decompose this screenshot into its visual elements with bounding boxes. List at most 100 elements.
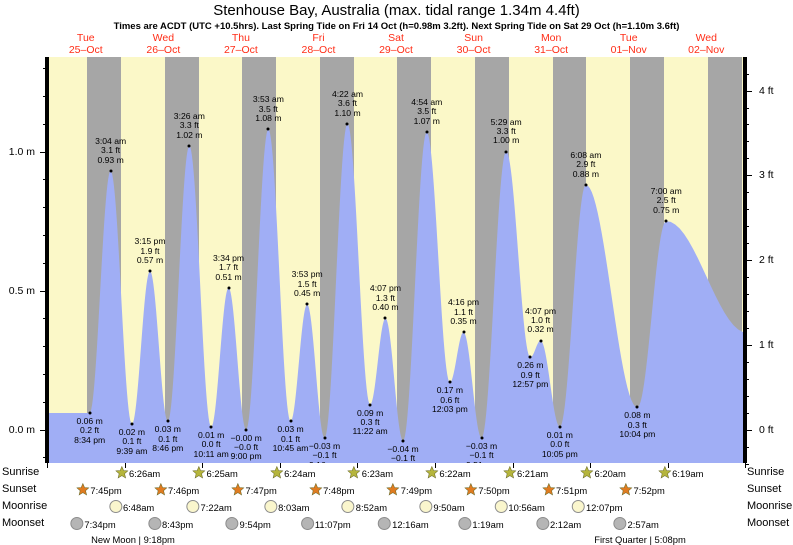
tide-point-9 [244,428,248,432]
tide-time: 3:53 pm [291,269,323,280]
tide-curve [49,123,743,463]
tide-meters: 0.08 m [624,410,651,421]
y-tick-right [745,124,749,126]
tide-time: 5:29 am [490,116,522,127]
astro-event-sunset-3: 7:47pm [231,483,277,498]
astro-time: 6:19am [672,468,704,479]
astro-event-sunrise-1: 6:26am [114,466,160,481]
star-icon [658,466,672,479]
astro-event-sunrise-8: 6:19am [658,466,703,481]
astro-event-moonset-1: 7:34pm [70,517,116,532]
astro-event-moonset-8: 2:57am [613,517,659,532]
tide-label-20: 4:16 pm 1.1 ft 0.35 m [447,297,480,326]
tide-feet: 0.3 ft [360,417,380,427]
astro-event-sunset-5: 7:49pm [386,483,432,498]
tide-feet: 0.6 ft [440,394,460,405]
tide-time: 7:00 am [650,186,682,197]
tide-meters: 0.09 m [356,407,384,418]
tide-meters: 1.07 m [413,115,440,126]
x-tick [279,463,281,468]
tide-label-6: 3:26 am 3.3 ft 1.02 m [174,111,205,140]
y-tick-right [745,446,749,448]
y-tick-right [745,141,749,143]
tide-time: 10:45 am [272,443,309,454]
tide-label-10: 3:53 am 3.5 ft 1.08 m [253,94,284,123]
tide-point-18 [425,130,429,134]
tide-feet: 0.3 ft [627,419,647,430]
tide-point-1 [88,411,92,415]
tide-label-22: 5:29 am 3.3 ft 1.00 m [490,116,522,146]
astro-event-moonset-6: 1:19am [458,517,504,532]
day-date: 29–Oct [379,43,413,56]
tide-label-16: 4:07 pm 1.3 ft 0.40 m [370,283,401,312]
tide-point-15 [368,403,372,407]
day-date: 02–Nov [688,43,725,56]
tide-time: 4:16 pm [447,297,480,308]
tide-label-19: 0.17 m 0.6 ft 12:03 pm [432,385,468,414]
y-tick-left [43,374,47,375]
tide-meters: 0.93 m [97,154,124,165]
moon-icon [571,500,585,513]
x-tick [667,463,669,468]
y-tick-right [745,73,749,75]
tide-time: 6:08 am [570,149,602,160]
star-icon [231,483,245,496]
tide-point-7 [209,425,213,429]
tide-point-24 [539,339,543,343]
star-icon [309,483,323,496]
y-tick-right [745,395,749,397]
tide-feet: 2.9 ft [576,159,596,170]
tide-feet: −0.1 ft [312,450,337,461]
y-label-right-0: 0 ft [759,423,774,436]
star-icon [76,483,90,496]
y-tick-right [745,90,752,92]
tide-feet: 2.5 ft [656,195,676,206]
y-tick-right [745,277,749,279]
moon-icon [225,517,239,530]
y-tick-right [745,378,749,380]
astro-row-moonrise: Moonrise Moonrise 6:48am 7:22am 8:03am 8:52am… [0,500,793,516]
astro-time: 6:22am [439,468,471,479]
star-icon [464,483,478,496]
tide-feet: 1.5 ft [297,278,317,289]
tide-feet: 3.6 ft [337,98,358,109]
astro-time: 7:47pm [245,485,277,496]
astro-time: 6:20am [594,468,626,479]
astro-time: 8:03am [278,502,310,513]
tide-feet: 1.7 ft [219,262,239,273]
tide-point-6 [187,144,191,148]
y-tick-right [745,344,752,346]
astro-event-sunset-7: 7:51pm [541,483,587,498]
day-of-week: Mon [540,32,562,44]
y-tick-left [43,457,47,459]
star-icon [502,466,516,479]
day-header-7: Mon 31–Oct [512,32,590,55]
moon-icon [535,517,549,530]
tide-meters: 1.02 m [176,129,203,140]
astro-label-right-sunset: Sunset [747,483,782,495]
star-icon [425,466,439,479]
tide-meters: 0.03 m [154,424,181,435]
tide-feet: −0.1 ft [469,450,494,461]
y-axis-right-feet: 0 ft 1 ft 2 ft 3 ft 4 ft [745,57,793,465]
day-date: 26–Oct [146,43,181,56]
day-header-9: Wed 02–Nov [668,32,746,56]
tide-meters: −0.00 m [230,432,262,443]
y-label-left-0: 0.0 m [8,423,35,436]
day-header-8: Tue 01–Nov [590,32,668,55]
tide-point-22 [504,150,508,154]
astro-time: 9:50am [433,502,465,513]
tide-feet: 0.1 ft [122,436,142,447]
tide-point-11 [289,419,293,423]
day-header-5: Sat 29–Oct [357,32,435,56]
tide-time: 10:11 am [193,448,229,459]
star-icon [153,483,167,496]
tide-area-fill [49,123,743,463]
x-tick [357,463,359,468]
tide-label-13: −0.03 m−0.1 ft9:16 pm [309,441,340,463]
astro-time: 7:50pm [478,485,510,496]
astro-event-moonset-7: 2:12am [535,517,581,532]
astro-row-moonset: Moonset Moonset 7:34pm 8:43pm 9:54pm 11:07pm 1… [0,517,793,533]
tide-point-13 [323,436,327,440]
tide-point-16 [383,316,387,320]
